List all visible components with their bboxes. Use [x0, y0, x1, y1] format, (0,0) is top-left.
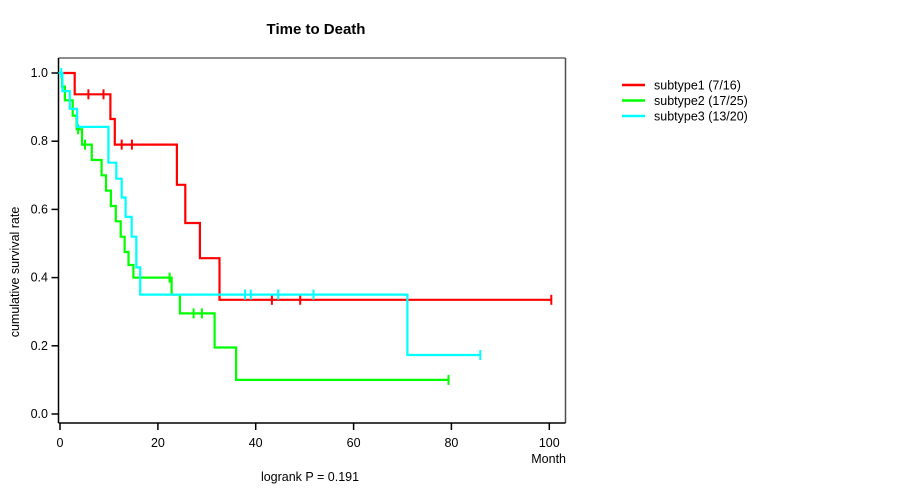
survival-curve-3 — [58, 71, 481, 357]
logrank-annotation: logrank P = 0.191 — [261, 470, 359, 484]
x-tick-label: 80 — [444, 436, 458, 450]
x-tick-label: 20 — [151, 436, 165, 450]
x-tick-label: 0 — [57, 436, 64, 450]
legend: subtype1 (7/16) subtype2 (17/25) subtype… — [622, 79, 748, 124]
x-axis-title: Month — [531, 452, 566, 466]
y-axis: 1.0 0.8 0.6 0.4 0.2 0.0 — [31, 66, 59, 421]
survival-curves — [58, 68, 553, 385]
legend-item-subtype3: subtype3 (13/20) — [622, 110, 748, 124]
censor-marks-curve-1 — [87, 89, 553, 305]
y-tick-label: 0.4 — [31, 271, 48, 285]
x-axis: 0 20 40 60 80 100 — [57, 423, 560, 450]
y-tick-label: 0.8 — [31, 134, 48, 148]
survival-curve-2 — [58, 71, 449, 381]
censor-marks-curve-2 — [77, 124, 450, 385]
y-axis-title: cumulative survival rate — [8, 207, 22, 338]
y-tick-label: 1.0 — [31, 66, 48, 80]
plot-frame — [57, 57, 567, 424]
censor-marks-curve-3 — [60, 68, 482, 360]
legend-label: subtype2 (17/25) — [654, 94, 748, 108]
legend-label: subtype1 (7/16) — [654, 79, 741, 93]
y-tick-label: 0.2 — [31, 339, 48, 353]
x-tick-label: 60 — [347, 436, 361, 450]
chart-title: Time to Death — [267, 21, 366, 38]
x-tick-label: 40 — [249, 436, 263, 450]
legend-item-subtype2: subtype2 (17/25) — [622, 94, 748, 108]
survival-curve-1 — [58, 71, 552, 301]
legend-label: subtype3 (13/20) — [654, 110, 748, 124]
legend-item-subtype1: subtype1 (7/16) — [622, 79, 741, 93]
y-tick-label: 0.0 — [31, 407, 48, 421]
x-tick-label: 100 — [539, 436, 560, 450]
y-tick-label: 0.6 — [31, 202, 48, 216]
